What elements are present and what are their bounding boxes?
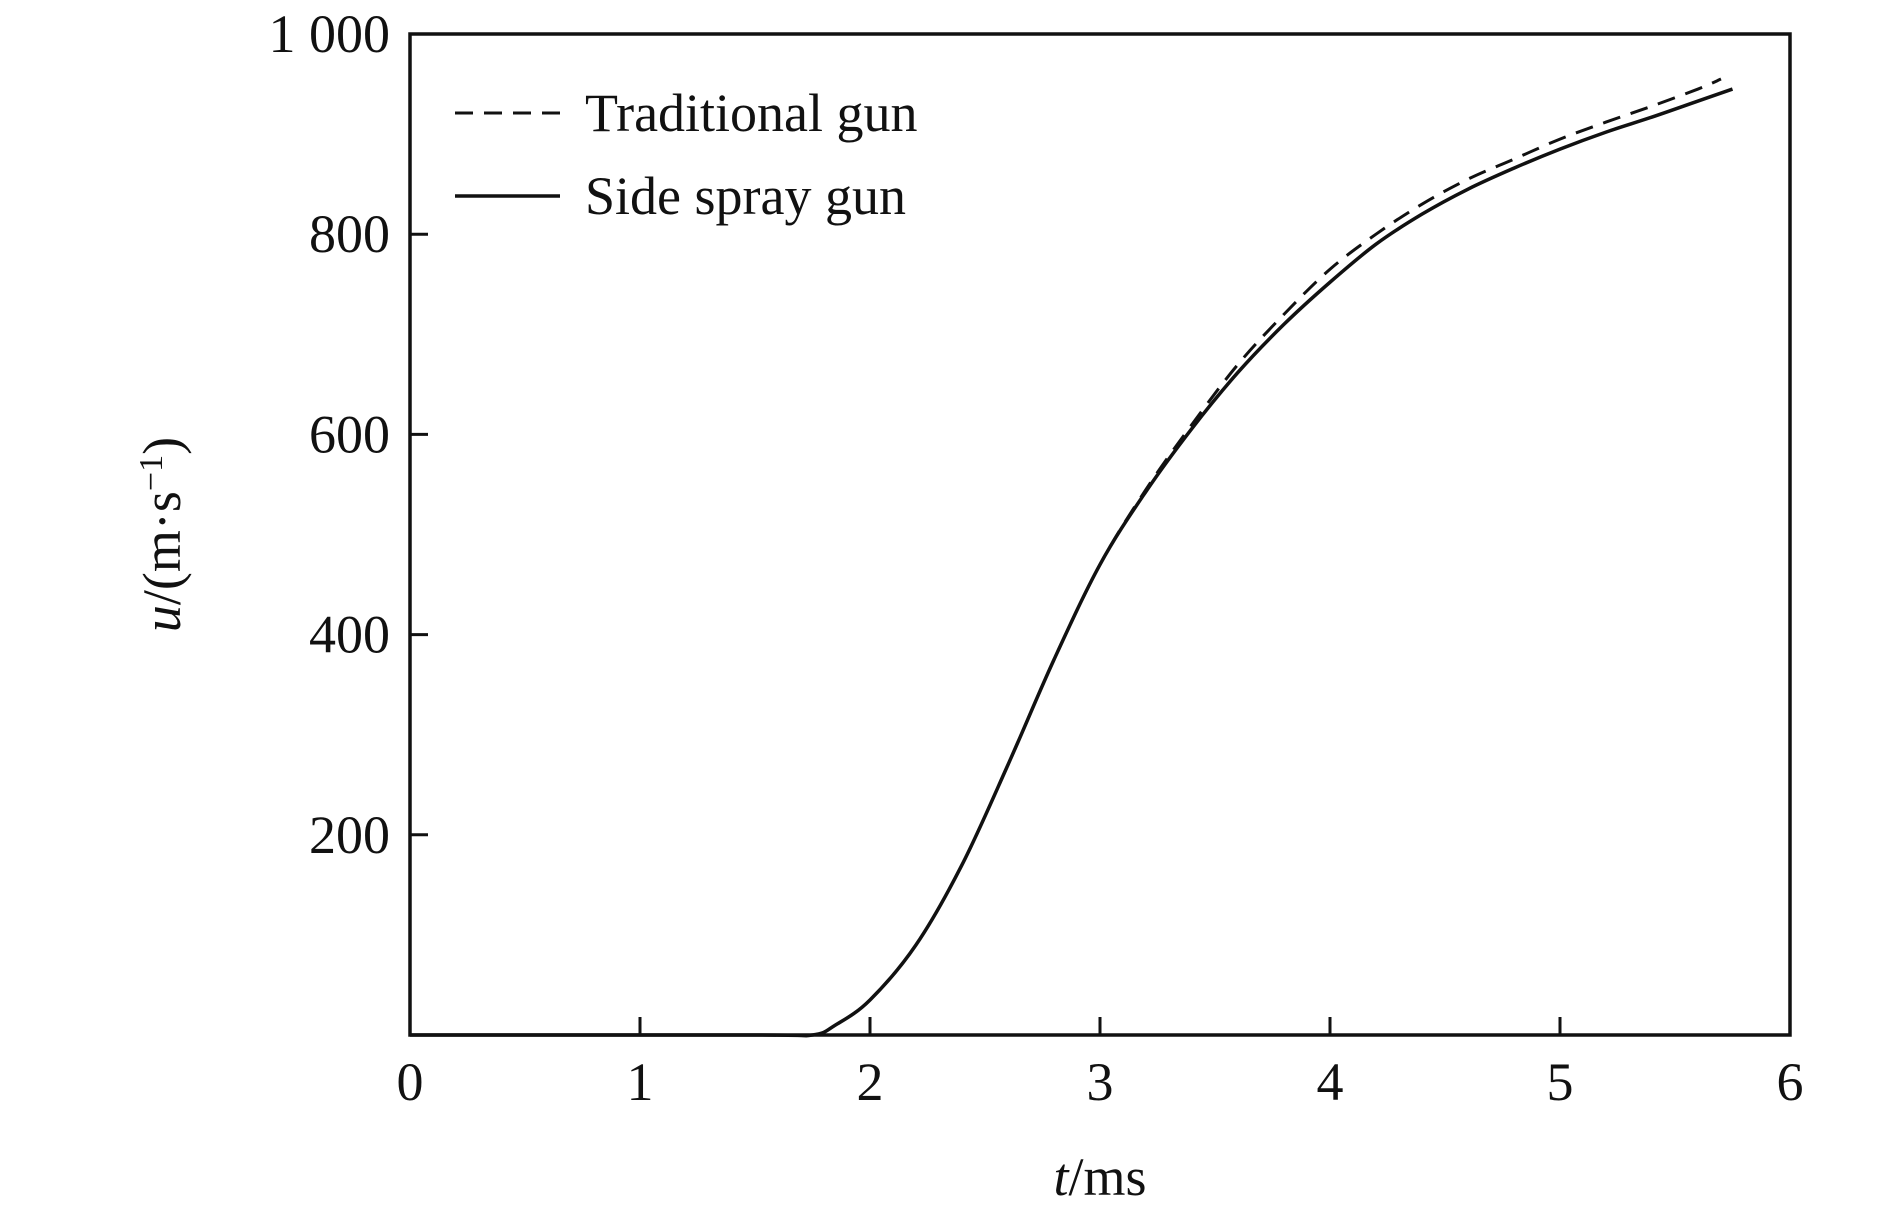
y-tick-label: 200 <box>309 805 390 865</box>
x-tick-label: 4 <box>1317 1052 1344 1112</box>
x-tick-label: 3 <box>1087 1052 1114 1112</box>
x-axis-variable: t <box>1053 1147 1070 1207</box>
x-tick-label: 6 <box>1777 1052 1804 1112</box>
x-tick-label: 5 <box>1547 1052 1574 1112</box>
y-axis-unit-exponent: −1 <box>133 455 170 491</box>
series-line-side-spray-gun <box>410 87 1734 1038</box>
y-tick-label: 800 <box>309 204 390 264</box>
x-axis-label: t/ms <box>1053 1147 1146 1207</box>
y-axis-label: u/(m·s−1) <box>132 437 192 632</box>
legend-label-traditional-gun: Traditional gun <box>585 83 918 143</box>
x-axis-unit: /ms <box>1068 1147 1146 1207</box>
y-axis-variable: u <box>132 605 192 632</box>
y-tick-label: 600 <box>309 404 390 464</box>
y-axis-unit-close: ) <box>132 437 192 455</box>
y-tick-label: 1 000 <box>269 4 391 64</box>
x-tick-label: 1 <box>627 1052 654 1112</box>
y-tick-label: 400 <box>309 605 390 665</box>
y-axis-unit: /(m·s <box>132 491 192 605</box>
x-tick-label: 0 <box>397 1052 424 1112</box>
legend-label-side-spray-gun: Side spray gun <box>585 166 906 226</box>
x-tick-label: 2 <box>857 1052 884 1112</box>
